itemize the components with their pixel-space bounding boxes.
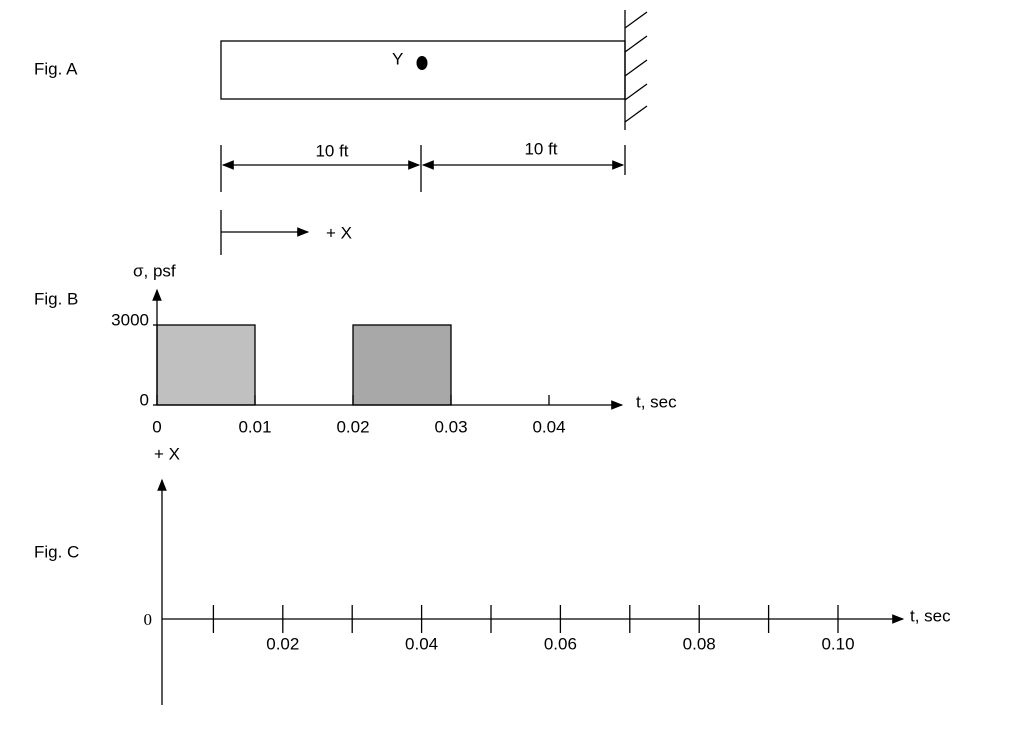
fig-label: Fig. A (34, 59, 78, 78)
x-tick-label: 0.04 (532, 417, 565, 436)
fig-label: Fig. B (34, 289, 78, 308)
x-tick-label: 0.01 (238, 417, 271, 436)
x-tick-label: 0.03 (434, 417, 467, 436)
y-tick-label: 3000 (111, 310, 149, 329)
x-tick-label: 0.06 (544, 634, 577, 653)
fig-b-plot: 0 0.01 0.02 0.03 0.04 0 3000 (111, 288, 624, 436)
x-axis-label: t, sec (636, 392, 677, 411)
x-tick-label: 0 (152, 417, 161, 436)
beam (220, 40, 626, 100)
direction-label: + X (326, 223, 352, 242)
pulse (352, 324, 452, 406)
pulse (156, 324, 256, 406)
y-tick-label: 0 (140, 390, 149, 409)
x-axis-label: t, sec (910, 606, 951, 625)
x-tick-label: 0.02 (336, 417, 369, 436)
x-tick-label: 0.02 (266, 634, 299, 653)
x-tick-label: 0.04 (405, 634, 438, 653)
dim-label: 10 ft (524, 139, 557, 158)
y-axis-label: σ, psf (133, 261, 176, 280)
wall-hatch (624, 11, 648, 123)
fig-label: Fig. C (34, 542, 79, 561)
y-axis-label: + X (154, 444, 180, 463)
y-tick-label: 0 (144, 610, 153, 629)
fig-c-plot: 0.02 0.04 0.06 0.08 0.10 0 (144, 605, 855, 653)
point-label: Y (392, 49, 403, 68)
point (416, 56, 428, 70)
x-tick-label: 0.08 (683, 634, 716, 653)
x-tick-label: 0.10 (821, 634, 854, 653)
dim-label: 10 ft (315, 141, 348, 160)
